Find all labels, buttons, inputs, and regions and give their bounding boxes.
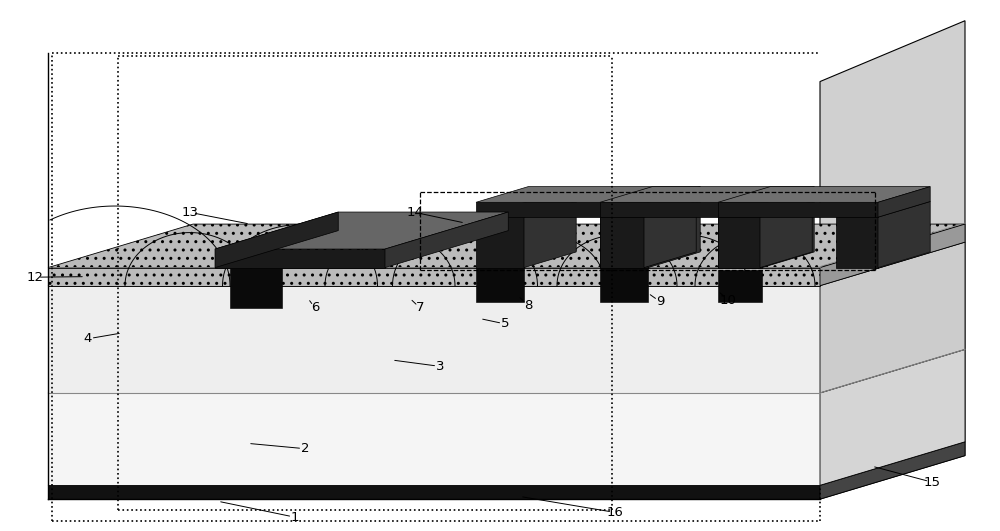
Text: 1: 1 [291,511,299,524]
Polygon shape [48,224,965,268]
Polygon shape [230,268,282,308]
Text: 3: 3 [436,360,444,373]
Polygon shape [718,270,762,302]
Polygon shape [215,212,338,268]
Text: 2: 2 [301,442,309,455]
Polygon shape [48,393,820,485]
Text: 5: 5 [501,318,509,330]
Polygon shape [648,201,700,268]
Polygon shape [820,349,965,485]
Text: 10: 10 [720,294,736,306]
Polygon shape [476,217,524,268]
Text: 6: 6 [311,302,319,314]
Polygon shape [878,201,930,268]
Polygon shape [215,212,508,249]
Text: 8: 8 [524,299,532,312]
Text: 14: 14 [407,206,423,219]
Polygon shape [385,212,508,268]
Polygon shape [644,201,696,268]
Polygon shape [820,224,965,286]
Text: 9: 9 [656,295,664,308]
Polygon shape [648,186,700,217]
Polygon shape [718,202,878,217]
Polygon shape [878,186,930,217]
Polygon shape [600,201,696,217]
Polygon shape [600,217,644,268]
Polygon shape [476,268,524,302]
Polygon shape [48,485,820,499]
Polygon shape [48,349,965,393]
Polygon shape [820,21,965,499]
Polygon shape [215,249,385,268]
Polygon shape [820,242,965,393]
Polygon shape [476,202,648,217]
Polygon shape [600,202,762,217]
Polygon shape [48,268,820,286]
Text: 7: 7 [416,302,424,314]
Polygon shape [48,286,820,393]
Polygon shape [600,268,648,302]
Polygon shape [836,217,878,268]
Text: 13: 13 [182,206,198,219]
Polygon shape [524,201,576,268]
Polygon shape [836,201,930,217]
Polygon shape [820,442,965,499]
Polygon shape [600,186,814,202]
Polygon shape [762,186,814,217]
Polygon shape [476,186,700,202]
Polygon shape [762,201,814,268]
Polygon shape [600,201,700,217]
Polygon shape [760,201,812,268]
Text: 16: 16 [607,506,623,519]
Polygon shape [48,442,965,485]
Polygon shape [48,242,965,286]
Text: 12: 12 [26,271,44,284]
Polygon shape [718,201,812,217]
Polygon shape [718,217,762,268]
Polygon shape [600,217,648,268]
Polygon shape [718,217,760,268]
Text: 4: 4 [84,332,92,345]
Polygon shape [718,186,930,202]
Polygon shape [476,201,576,217]
Text: 15: 15 [924,476,940,489]
Polygon shape [718,201,814,217]
